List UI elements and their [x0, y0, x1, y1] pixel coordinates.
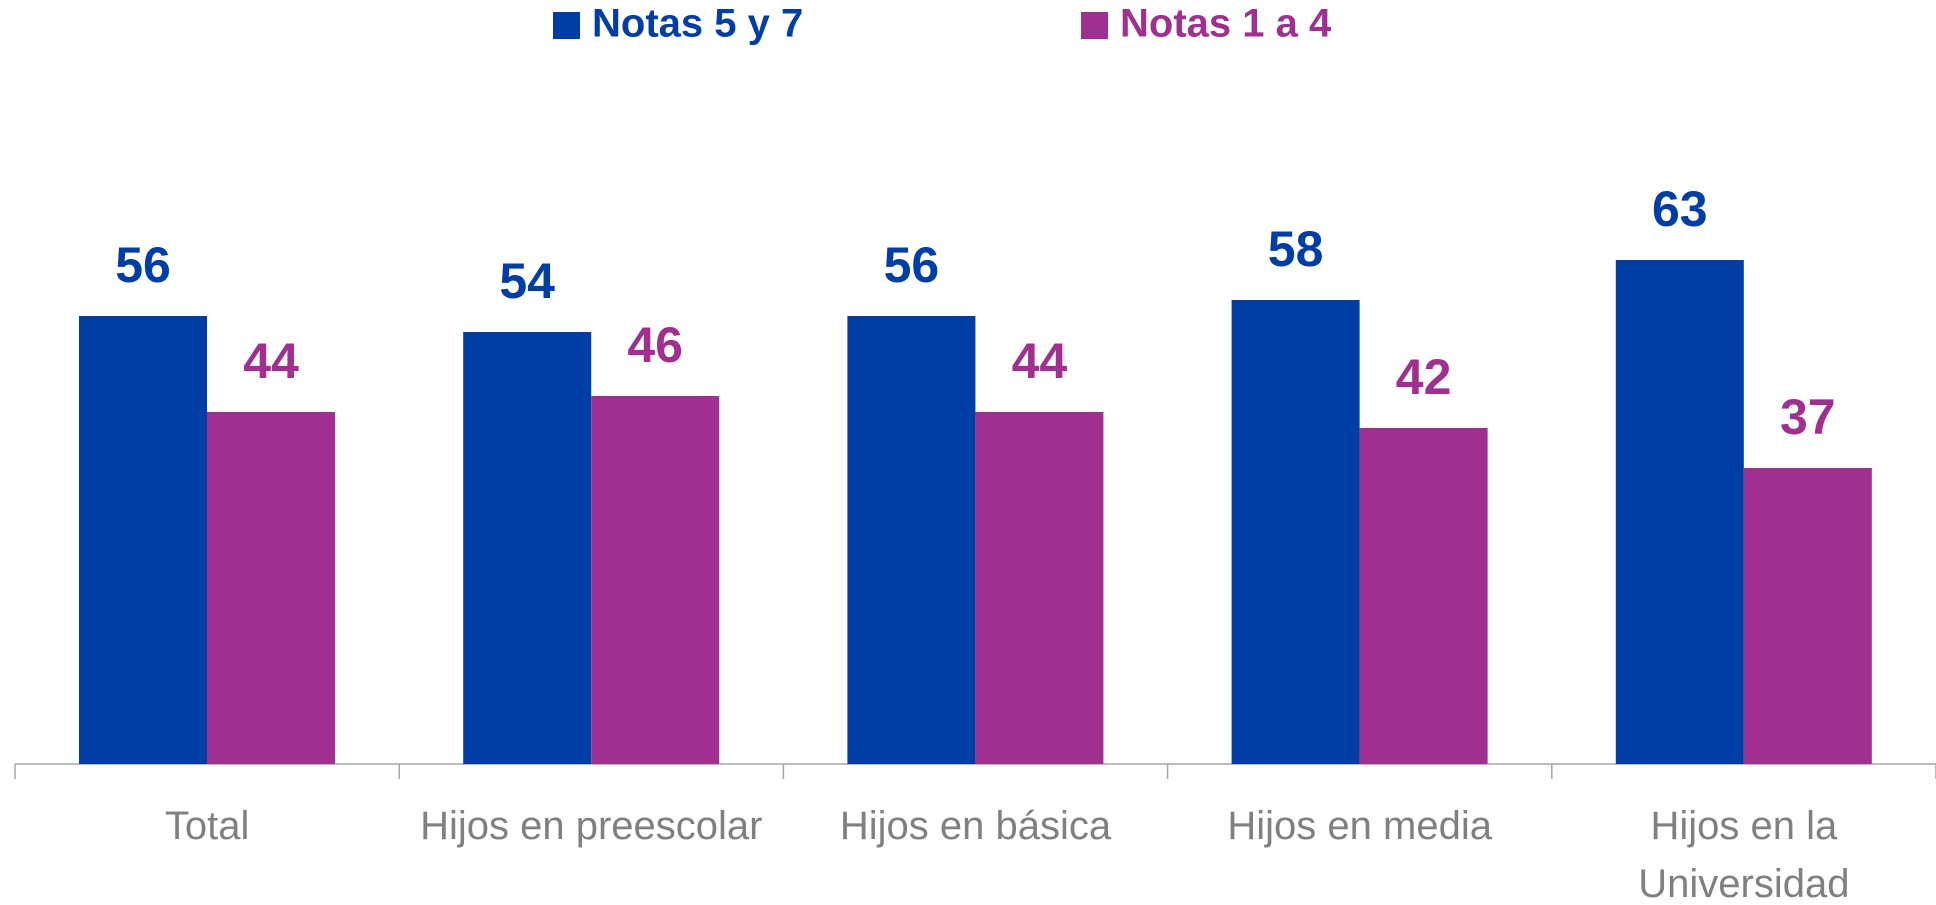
data-label: 37 — [1780, 389, 1836, 445]
bar — [1231, 300, 1360, 764]
bar — [1615, 260, 1744, 764]
data-label: 58 — [1268, 221, 1324, 277]
bar — [591, 396, 720, 764]
data-label: 46 — [627, 317, 683, 373]
legend-swatch — [553, 12, 580, 39]
x-tick-label: Hijos en la Universidad — [1638, 804, 1850, 905]
data-label: 44 — [1012, 333, 1068, 389]
bar — [207, 412, 335, 764]
bar — [975, 412, 1104, 764]
bar — [463, 332, 592, 764]
legend-swatch — [1081, 12, 1108, 39]
data-label: 63 — [1652, 181, 1708, 237]
data-label: 44 — [243, 333, 299, 389]
x-tick-label: Hijos en media — [1227, 804, 1492, 848]
legend-label: Notas 1 a 4 — [1120, 2, 1332, 46]
data-label: 54 — [499, 253, 555, 309]
bar — [847, 316, 976, 764]
data-label: 42 — [1396, 349, 1452, 405]
x-tick-label: Hijos en básica — [839, 804, 1112, 848]
x-tick-label: Hijos en preescolar — [420, 804, 763, 848]
bar — [1743, 468, 1872, 764]
bar — [1359, 428, 1488, 764]
data-label: 56 — [884, 237, 940, 293]
bar — [79, 316, 207, 764]
x-tick-label: Total — [164, 804, 250, 848]
data-label: 56 — [115, 237, 171, 293]
legend-label: Notas 5 y 7 — [592, 2, 803, 46]
